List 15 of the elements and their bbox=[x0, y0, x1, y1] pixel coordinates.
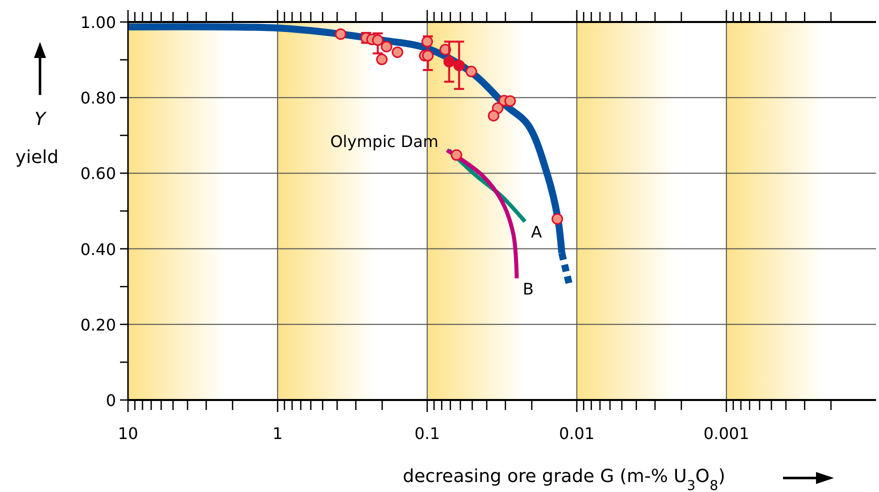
y-axis-title: Y yield bbox=[15, 109, 59, 168]
y-tick-label: 0 bbox=[106, 391, 116, 410]
series-label: B bbox=[522, 279, 534, 298]
y-tick-label: 0.60 bbox=[80, 164, 116, 184]
x-tick-label: 0.001 bbox=[703, 424, 750, 443]
x-tick-label: 10 bbox=[118, 424, 138, 443]
y-tick-label: 0.20 bbox=[80, 315, 116, 334]
y-tick-label: 0.80 bbox=[80, 88, 116, 108]
x-tick-label: 0.1 bbox=[414, 424, 440, 443]
x-tick-label: 0.01 bbox=[558, 424, 595, 443]
y-tick-label: 0.40 bbox=[80, 240, 116, 259]
series-label: A bbox=[530, 222, 542, 242]
x-tick-label: 1 bbox=[272, 424, 283, 443]
x-axis-title: decreasing ore grade G (m-% U$_{3}$O$_{8}$) bbox=[402, 466, 726, 492]
y-tick-label: 1.00 bbox=[80, 13, 116, 32]
